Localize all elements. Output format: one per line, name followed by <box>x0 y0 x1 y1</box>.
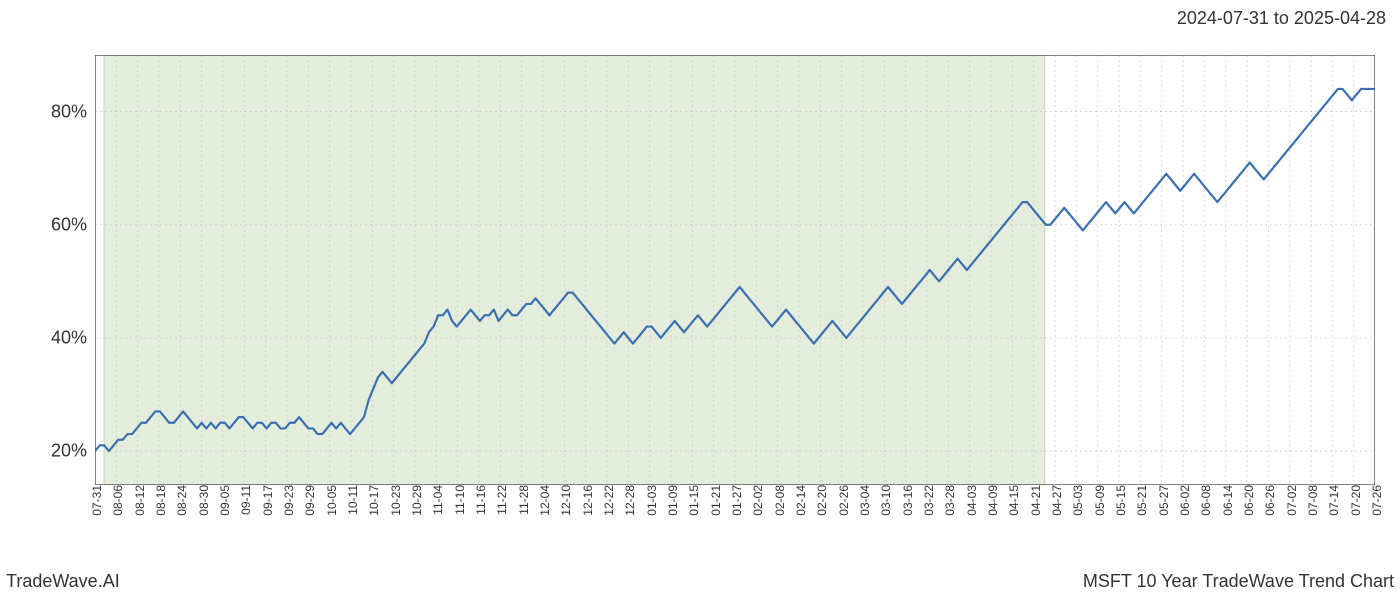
x-tick-label: 05-09 <box>1089 485 1107 516</box>
x-tick-label: 02-26 <box>833 485 851 516</box>
x-tick-label: 09-05 <box>214 485 232 516</box>
x-tick-label: 03-28 <box>939 485 957 516</box>
x-tick-label: 10-05 <box>321 485 339 516</box>
x-tick-label: 07-31 <box>86 485 104 516</box>
x-tick-label: 01-15 <box>683 485 701 516</box>
x-tick-label: 09-11 <box>235 485 253 515</box>
x-tick-label: 07-26 <box>1366 485 1384 516</box>
x-tick-label: 08-24 <box>171 485 189 516</box>
date-range-label: 2024-07-31 to 2025-04-28 <box>1177 8 1386 29</box>
x-tick-label: 08-30 <box>193 485 211 516</box>
x-tick-label: 04-03 <box>961 485 979 516</box>
brand-label: TradeWave.AI <box>6 571 120 592</box>
y-tick-label: 60% <box>51 214 95 235</box>
x-tick-label: 04-21 <box>1025 485 1043 516</box>
chart-title: MSFT 10 Year TradeWave Trend Chart <box>1083 571 1394 592</box>
x-tick-label: 08-12 <box>129 485 147 516</box>
x-tick-label: 03-16 <box>897 485 915 516</box>
x-tick-label: 01-21 <box>705 485 723 516</box>
x-tick-label: 02-02 <box>747 485 765 516</box>
x-tick-label: 06-08 <box>1195 485 1213 516</box>
x-tick-label: 01-27 <box>726 485 744 516</box>
y-tick-label: 20% <box>51 441 95 462</box>
x-tick-label: 12-22 <box>598 485 616 516</box>
x-tick-label: 11-28 <box>513 485 531 515</box>
x-tick-label: 08-18 <box>150 485 168 516</box>
x-tick-label: 11-10 <box>449 485 467 515</box>
x-tick-label: 09-29 <box>299 485 317 516</box>
x-tick-label: 01-03 <box>641 485 659 516</box>
y-tick-label: 80% <box>51 101 95 122</box>
x-tick-label: 11-22 <box>491 485 509 515</box>
x-tick-label: 04-09 <box>982 485 1000 516</box>
x-tick-label: 07-14 <box>1323 485 1341 516</box>
x-tick-label: 06-20 <box>1238 485 1256 516</box>
x-tick-label: 07-08 <box>1302 485 1320 516</box>
x-tick-label: 12-10 <box>555 485 573 516</box>
x-tick-label: 11-04 <box>427 485 445 515</box>
x-tick-label: 12-28 <box>619 485 637 516</box>
x-tick-label: 07-02 <box>1281 485 1299 516</box>
x-tick-label: 01-09 <box>662 485 680 516</box>
y-tick-label: 40% <box>51 327 95 348</box>
x-tick-label: 03-04 <box>854 485 872 516</box>
x-tick-label: 12-16 <box>577 485 595 516</box>
x-tick-label: 06-02 <box>1174 485 1192 516</box>
x-tick-label: 02-14 <box>790 485 808 516</box>
x-tick-label: 02-20 <box>811 485 829 516</box>
chart-svg <box>95 55 1375 485</box>
x-tick-label: 08-06 <box>107 485 125 516</box>
x-tick-label: 12-04 <box>534 485 552 516</box>
x-tick-label: 07-20 <box>1345 485 1363 516</box>
x-tick-label: 03-10 <box>875 485 893 516</box>
x-tick-label: 02-08 <box>769 485 787 516</box>
x-tick-label: 06-26 <box>1259 485 1277 516</box>
x-tick-label: 09-17 <box>257 485 275 516</box>
x-tick-label: 03-22 <box>918 485 936 516</box>
x-tick-label: 05-21 <box>1131 485 1149 516</box>
x-tick-label: 06-14 <box>1217 485 1235 516</box>
x-tick-label: 09-23 <box>278 485 296 516</box>
x-tick-label: 11-16 <box>470 485 488 515</box>
x-tick-label: 05-15 <box>1110 485 1128 516</box>
x-tick-label: 10-29 <box>406 485 424 516</box>
x-tick-label: 10-17 <box>363 485 381 516</box>
x-tick-label: 10-11 <box>342 485 360 515</box>
x-tick-label: 10-23 <box>385 485 403 516</box>
x-tick-label: 05-27 <box>1153 485 1171 516</box>
x-tick-label: 04-15 <box>1003 485 1021 516</box>
chart-plot-area: 20%40%60%80% 07-3108-0608-1208-1808-2408… <box>95 55 1375 485</box>
x-tick-label: 04-27 <box>1046 485 1064 516</box>
x-tick-label: 05-03 <box>1067 485 1085 516</box>
